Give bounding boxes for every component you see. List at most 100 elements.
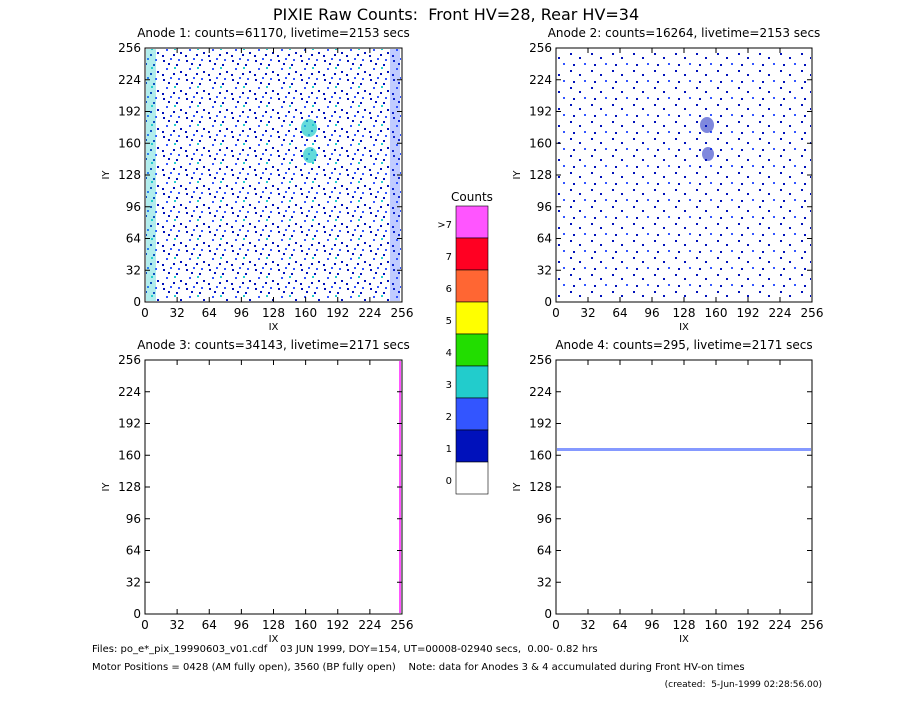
panel-title: Anode 2: counts=16264, livetime=2153 sec… — [548, 26, 821, 40]
y-tick-label: 0 — [544, 295, 552, 309]
y-tick-label: 32 — [126, 575, 141, 589]
panel-texture — [303, 147, 317, 163]
panel-texture — [301, 119, 317, 137]
footer-line: Motor Positions = 0428 (AM fully open), … — [92, 662, 745, 673]
colorbar-label: 6 — [446, 284, 452, 295]
colorbar-label: 3 — [446, 380, 452, 391]
x-axis-label: IX — [679, 634, 689, 645]
x-tick-label: 64 — [612, 306, 627, 320]
y-tick-label: 160 — [529, 136, 552, 150]
colorbar-title: Counts — [451, 190, 493, 204]
colorbar-label: 4 — [446, 348, 452, 359]
x-tick-label: 128 — [673, 618, 696, 632]
panel-texture — [146, 49, 401, 301]
x-tick-label: 32 — [580, 306, 595, 320]
x-tick-label: 32 — [580, 618, 595, 632]
y-tick-label: 32 — [126, 263, 141, 277]
y-tick-label: 224 — [529, 385, 552, 399]
colorbar-box — [455, 365, 489, 399]
y-tick-label: 0 — [133, 607, 141, 621]
y-tick-label: 160 — [529, 448, 552, 462]
panel-title: Anode 1: counts=61170, livetime=2153 sec… — [137, 26, 410, 40]
panel-title: Anode 3: counts=34143, livetime=2171 sec… — [137, 338, 410, 352]
y-tick-label: 0 — [133, 295, 141, 309]
panel-texture — [557, 448, 811, 451]
footer-line: Files: po_e*_pix_19990603_v01.cdf 03 JUN… — [92, 644, 598, 655]
y-tick-label: 224 — [118, 385, 141, 399]
plot-frame — [555, 359, 813, 615]
y-tick-label: 32 — [537, 263, 552, 277]
colorbar-box — [455, 269, 489, 303]
x-tick-label: 96 — [234, 306, 249, 320]
x-tick-label: 128 — [262, 306, 285, 320]
y-tick-label: 256 — [118, 353, 141, 367]
y-tick-label: 256 — [529, 41, 552, 55]
y-axis-label: IY — [101, 482, 112, 492]
x-tick-label: 224 — [358, 618, 381, 632]
y-tick-label: 160 — [118, 448, 141, 462]
x-tick-label: 64 — [202, 618, 217, 632]
y-axis-label: IY — [512, 170, 523, 180]
colorbar-box — [455, 461, 489, 495]
y-tick-label: 0 — [544, 607, 552, 621]
y-tick-label: 64 — [126, 544, 141, 558]
colorbar-box — [455, 237, 489, 271]
x-tick-label: 224 — [769, 306, 792, 320]
colorbar-label: >7 — [437, 220, 452, 231]
y-tick-label: 128 — [529, 168, 552, 182]
panel-texture — [557, 49, 811, 301]
colorbar-box — [455, 301, 489, 335]
panel-texture — [700, 117, 714, 133]
y-tick-label: 224 — [529, 73, 552, 87]
colorbar-box — [455, 205, 489, 239]
y-tick-label: 192 — [118, 105, 141, 119]
x-tick-label: 192 — [326, 618, 349, 632]
y-tick-label: 128 — [118, 480, 141, 494]
y-tick-label: 96 — [537, 512, 552, 526]
x-tick-label: 32 — [169, 618, 184, 632]
x-tick-label: 0 — [552, 618, 560, 632]
x-axis-label: IX — [269, 634, 279, 645]
x-tick-label: 96 — [644, 306, 659, 320]
x-axis-label: IX — [269, 322, 279, 333]
colorbar-label: 7 — [446, 252, 452, 263]
panel-texture — [146, 49, 156, 301]
y-axis-label: IY — [512, 482, 523, 492]
figure-title: PIXIE Raw Counts: Front HV=28, Rear HV=3… — [273, 5, 639, 24]
y-tick-label: 96 — [126, 200, 141, 214]
panel-title: Anode 4: counts=295, livetime=2171 secs — [555, 338, 812, 352]
x-tick-label: 64 — [612, 618, 627, 632]
y-tick-label: 96 — [126, 512, 141, 526]
footer-line: (created: 5-Jun-1999 02:28:56.00) — [665, 680, 822, 690]
panel-texture — [702, 147, 714, 161]
x-tick-label: 192 — [737, 306, 760, 320]
colorbar-label: 2 — [446, 412, 452, 423]
x-tick-label: 256 — [391, 618, 414, 632]
x-tick-label: 224 — [358, 306, 381, 320]
x-tick-label: 96 — [644, 618, 659, 632]
colorbar-label: 1 — [446, 444, 452, 455]
x-tick-label: 128 — [673, 306, 696, 320]
x-tick-label: 128 — [262, 618, 285, 632]
y-axis-label: IY — [101, 170, 112, 180]
x-tick-label: 192 — [326, 306, 349, 320]
y-tick-label: 64 — [537, 232, 552, 246]
x-tick-label: 0 — [141, 306, 149, 320]
y-tick-label: 128 — [529, 480, 552, 494]
x-tick-label: 160 — [294, 306, 317, 320]
y-tick-label: 96 — [537, 200, 552, 214]
panel-texture — [390, 49, 400, 301]
x-tick-label: 32 — [169, 306, 184, 320]
x-tick-label: 160 — [705, 306, 728, 320]
x-tick-label: 192 — [737, 618, 760, 632]
y-tick-label: 192 — [118, 417, 141, 431]
colorbar-box — [455, 429, 489, 463]
x-tick-label: 160 — [705, 618, 728, 632]
y-tick-label: 128 — [118, 168, 141, 182]
colorbar-label: 5 — [446, 316, 452, 327]
colorbar-label: 0 — [446, 476, 452, 487]
x-tick-label: 0 — [141, 618, 149, 632]
x-tick-label: 224 — [769, 618, 792, 632]
x-axis-label: IX — [679, 322, 689, 333]
